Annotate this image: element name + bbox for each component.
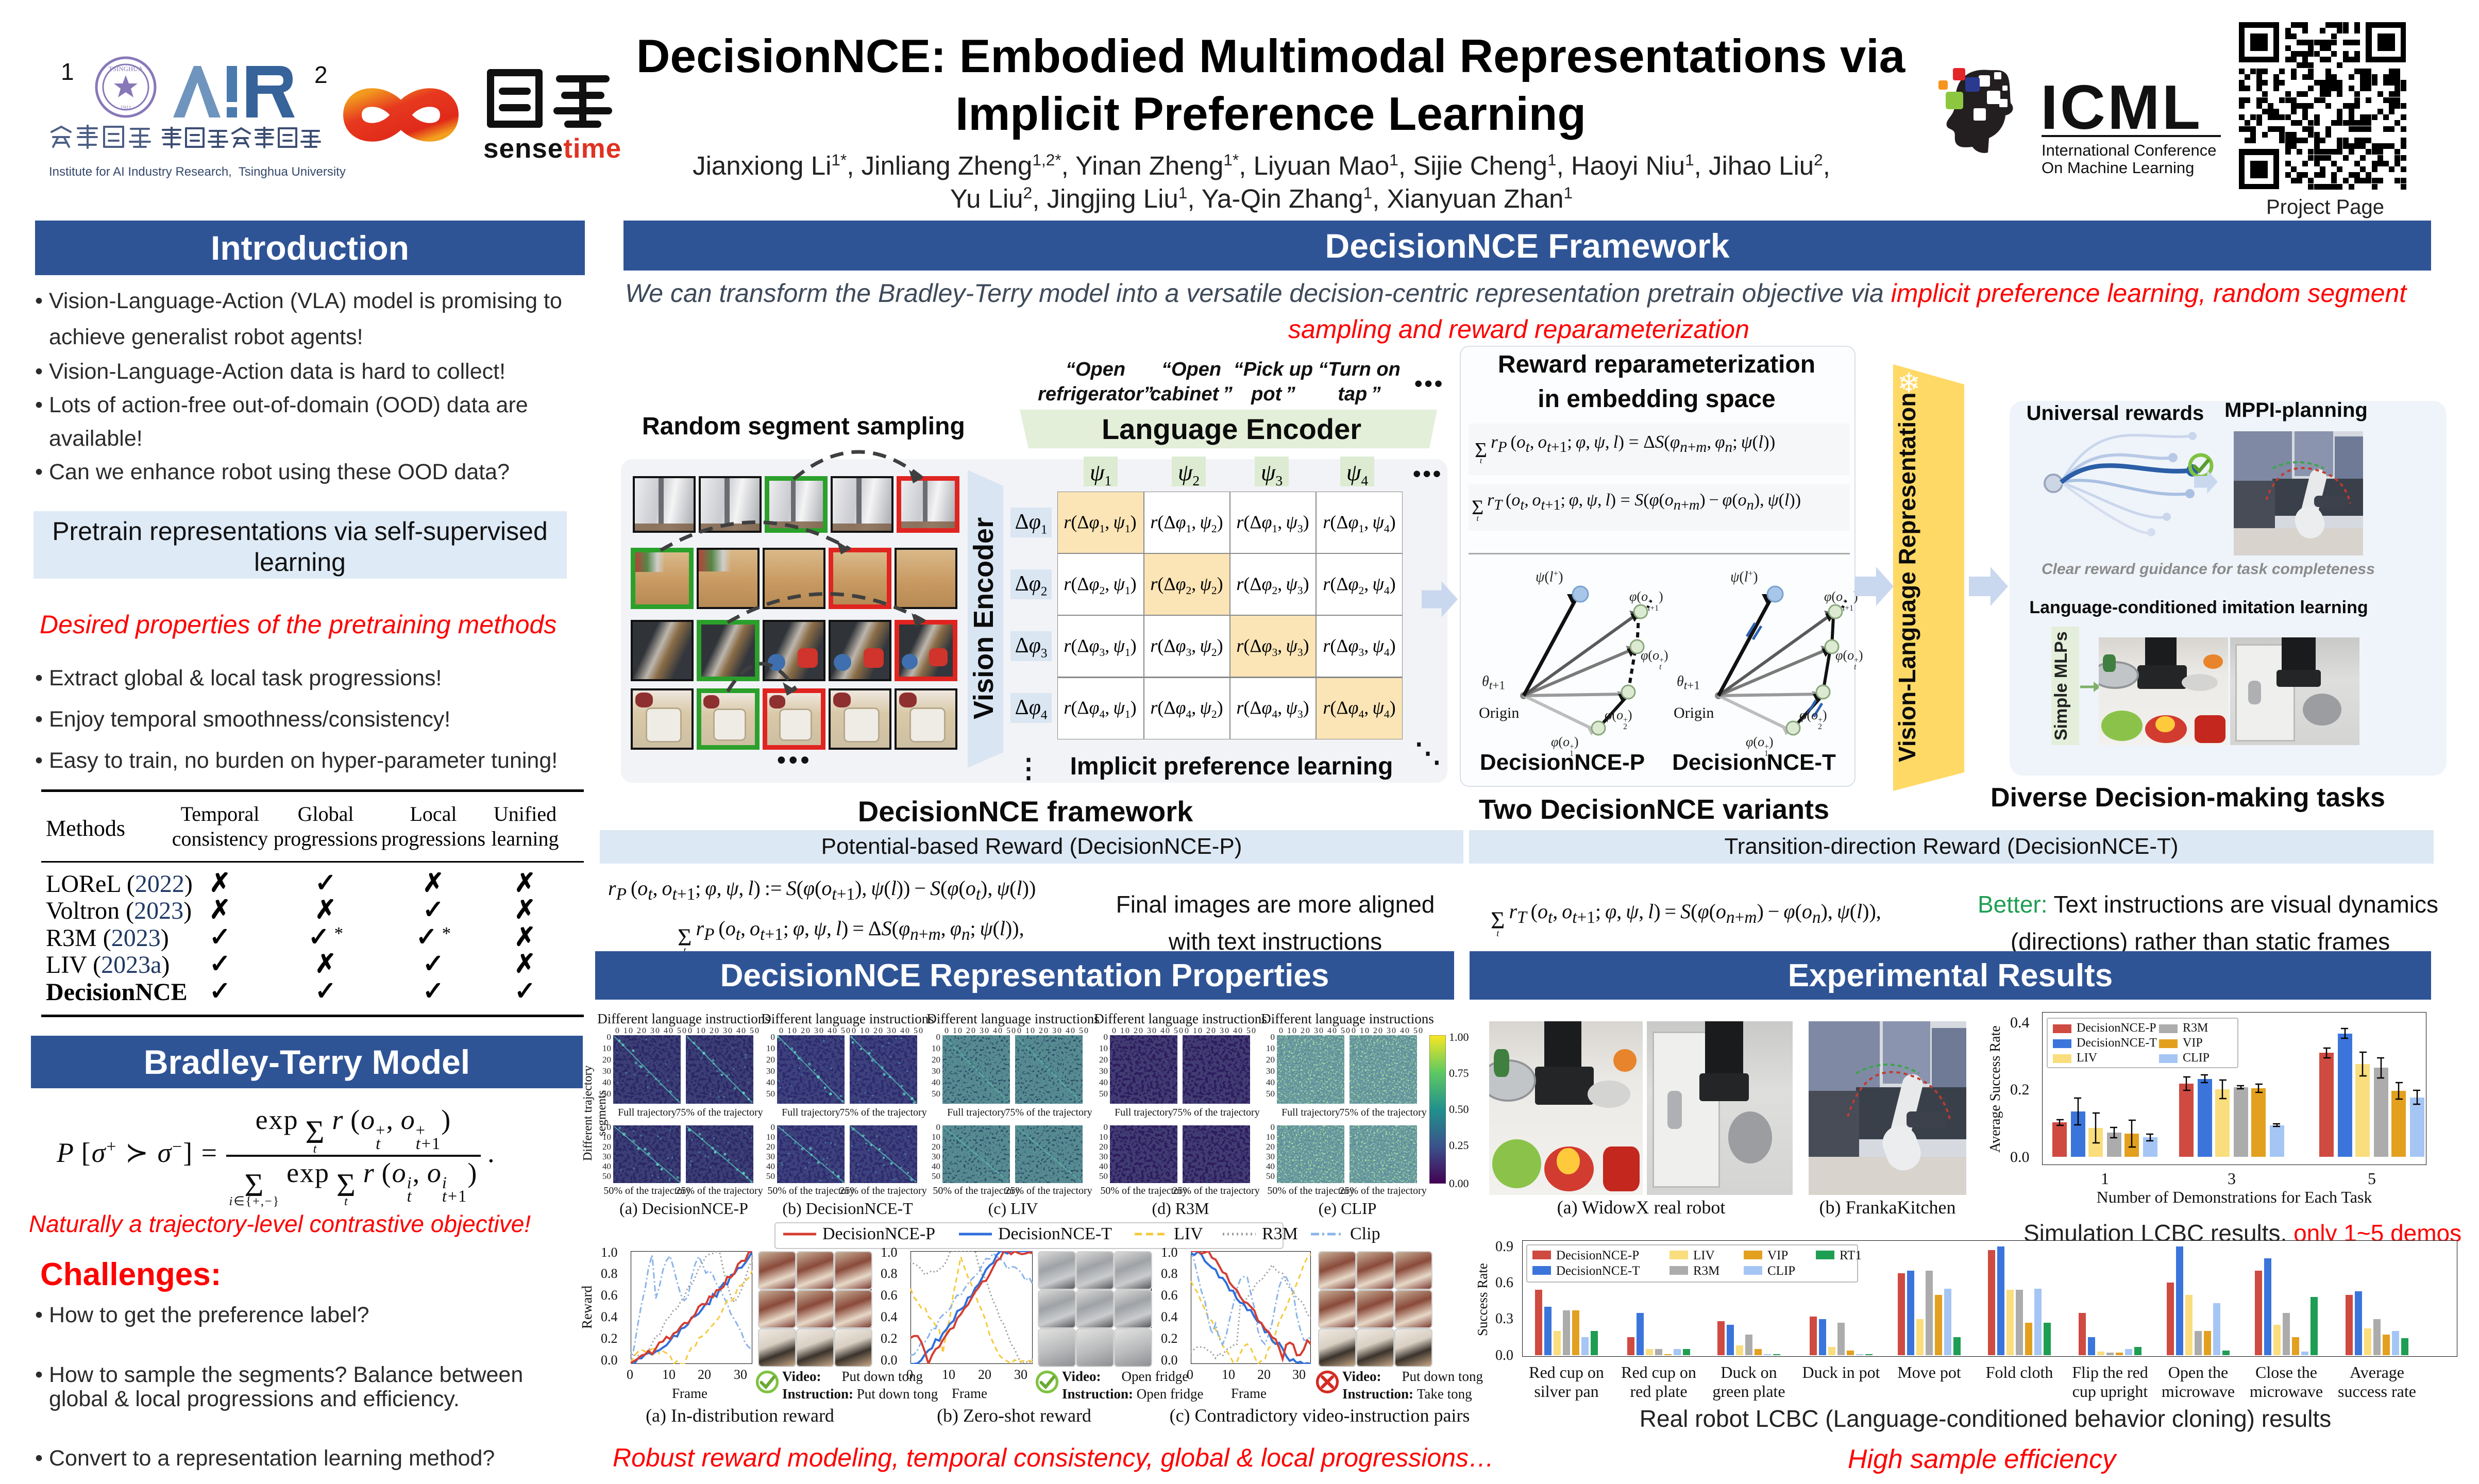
svg-text:TSINGHUA: TSINGHUA [109, 65, 143, 73]
svg-text:1911: 1911 [120, 105, 131, 111]
